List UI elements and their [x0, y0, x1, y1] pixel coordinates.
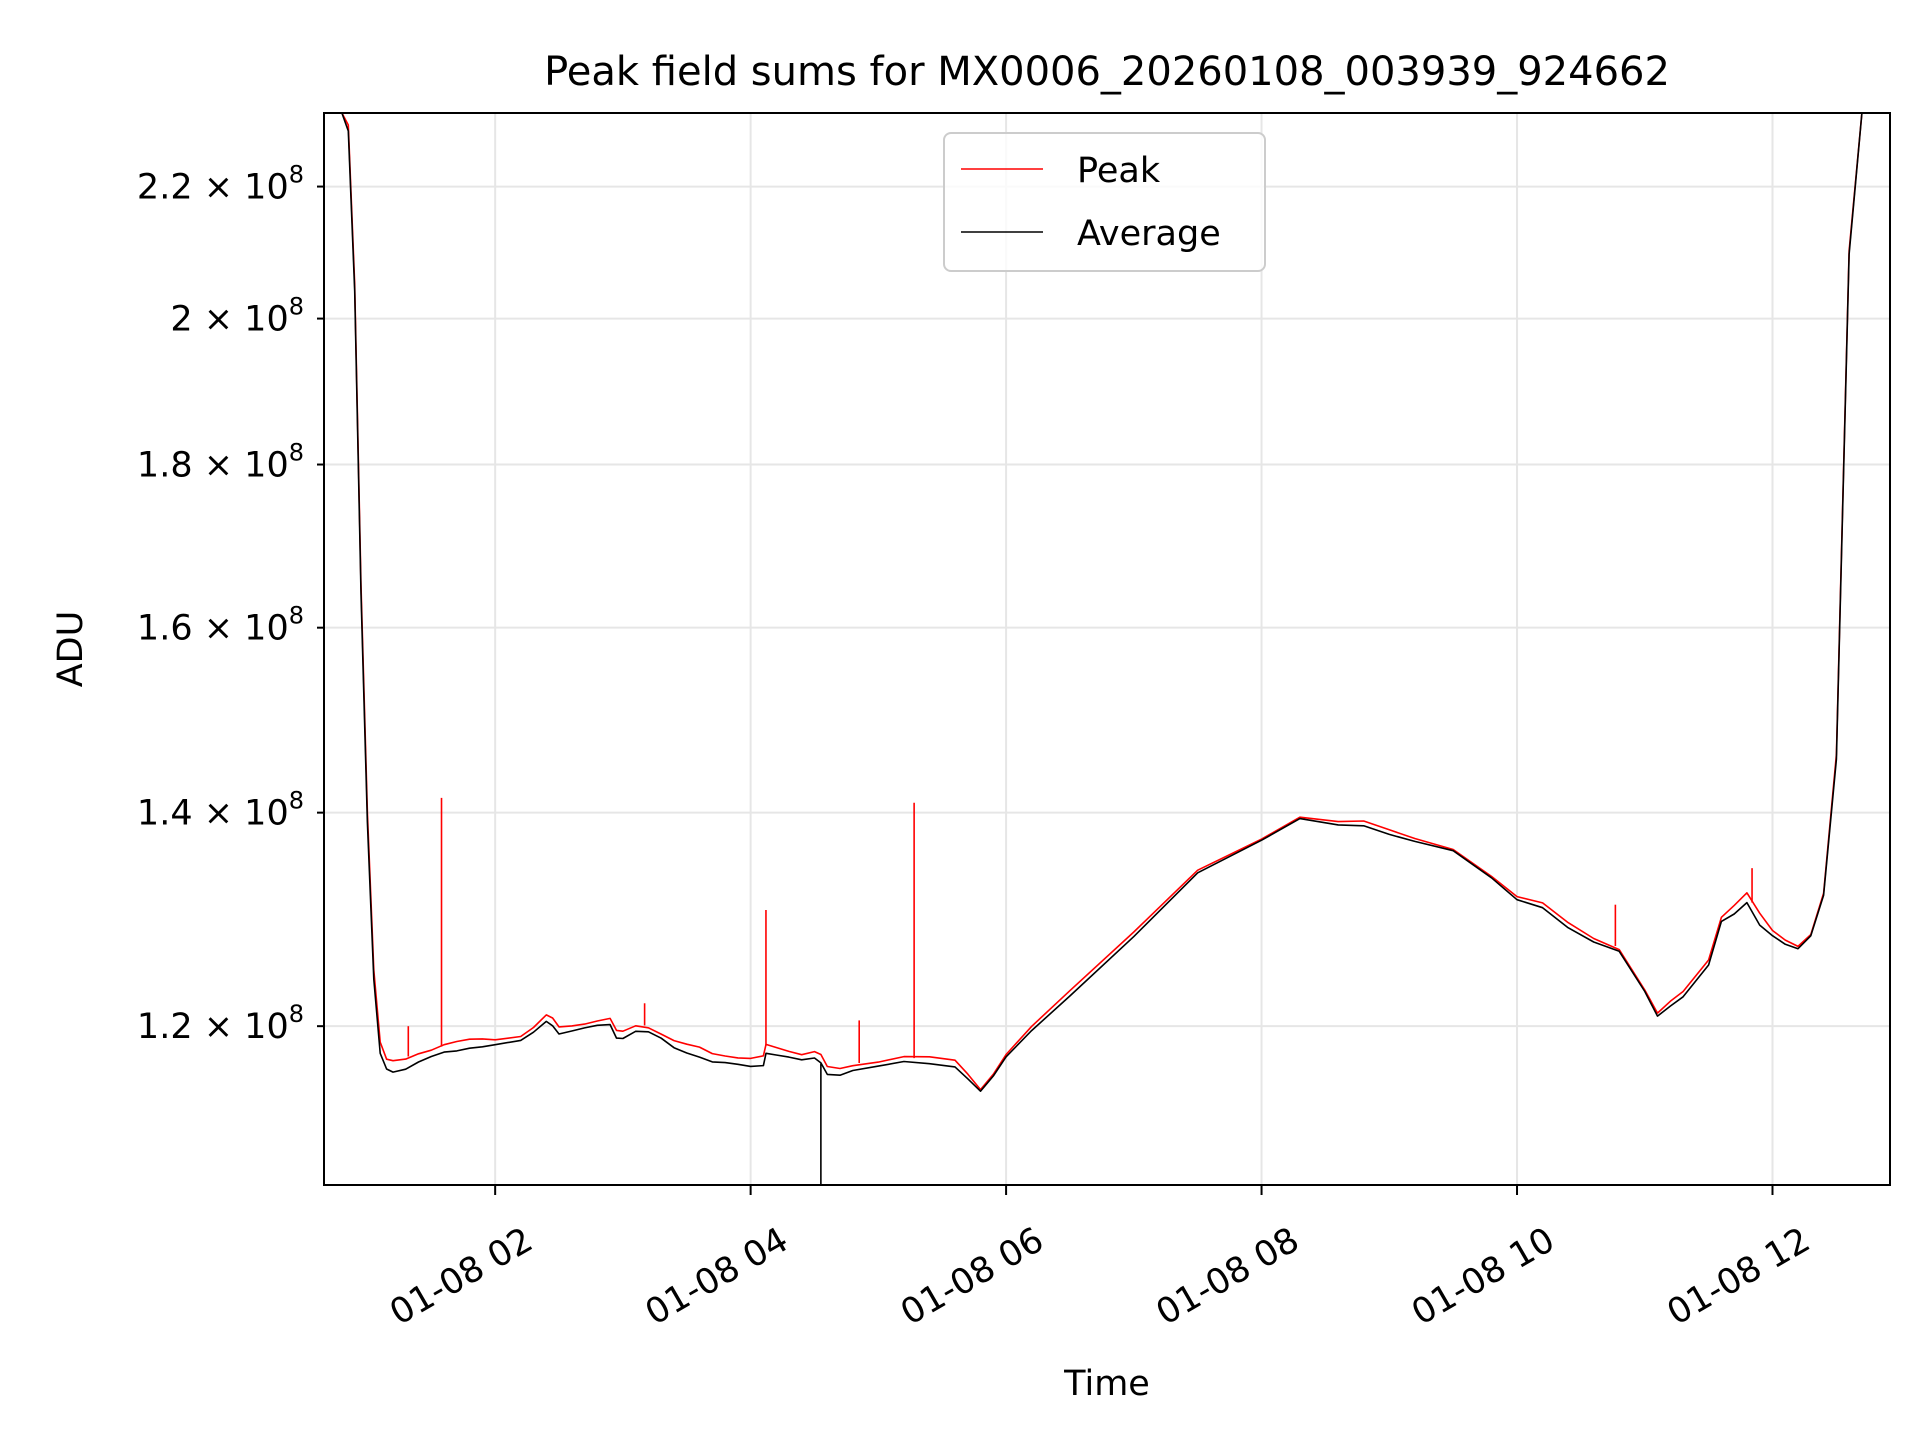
- y-tick-label: 1.4 × 108: [137, 787, 304, 834]
- y-tick-mantissa: 1.6 ×: [137, 609, 244, 649]
- y-tick-base: 10: [244, 609, 289, 649]
- y-tick-mantissa: 2.2 ×: [137, 168, 244, 208]
- y-tick-base: 10: [244, 300, 289, 340]
- y-tick-label: 1.8 × 108: [137, 439, 304, 486]
- y-tick-mantissa: 1.2 ×: [137, 1007, 244, 1047]
- series-line-peak: [324, 112, 1890, 1091]
- y-tick-exponent: 8: [289, 439, 304, 467]
- y-tick-label: 2 × 108: [170, 293, 304, 340]
- legend-label-average: Average: [1077, 214, 1221, 254]
- legend: Peak Average: [943, 132, 1266, 272]
- y-tick-label: 2.2 × 108: [137, 161, 304, 208]
- grid: [324, 113, 1890, 1185]
- y-tick-exponent: 8: [289, 161, 304, 189]
- x-axis-label: Time: [1063, 1364, 1150, 1404]
- y-tick-label: 1.6 × 108: [137, 602, 304, 649]
- series-line-average: [324, 112, 1890, 1092]
- y-tick-exponent: 8: [289, 1000, 304, 1028]
- y-tick-mantissa: 1.4 ×: [137, 794, 244, 834]
- y-tick-base: 10: [244, 168, 289, 208]
- y-axis-label: ADU: [51, 611, 91, 688]
- legend-label-peak: Peak: [1077, 151, 1161, 191]
- plot-frame: [323, 112, 1891, 1186]
- y-tick-label: 1.2 × 108: [137, 1000, 304, 1047]
- y-tick-base: 10: [244, 446, 289, 486]
- y-tick-base: 10: [244, 1007, 289, 1047]
- y-tick-mantissa: 1.8 ×: [137, 446, 244, 486]
- y-tick-exponent: 8: [289, 787, 304, 815]
- chart-title: Peak field sums for MX0006_20260108_0039…: [544, 49, 1670, 95]
- y-tick-mantissa: 2 ×: [170, 300, 244, 340]
- legend-box: [943, 132, 1266, 272]
- y-tick-exponent: 8: [289, 602, 304, 630]
- y-tick-base: 10: [244, 794, 289, 834]
- series-layer: [324, 112, 1890, 1185]
- y-tick-exponent: 8: [289, 293, 304, 321]
